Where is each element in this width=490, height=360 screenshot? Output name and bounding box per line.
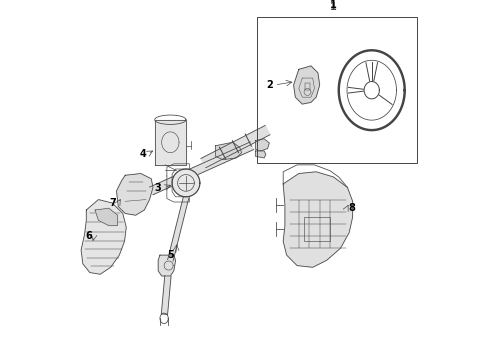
Polygon shape bbox=[117, 174, 153, 215]
Polygon shape bbox=[172, 169, 200, 197]
Text: 6: 6 bbox=[85, 231, 92, 241]
Polygon shape bbox=[294, 66, 319, 104]
Text: 8: 8 bbox=[348, 203, 355, 213]
Polygon shape bbox=[283, 172, 353, 267]
Polygon shape bbox=[81, 199, 126, 274]
Polygon shape bbox=[216, 142, 242, 159]
Text: 1: 1 bbox=[330, 2, 337, 12]
Bar bbox=[257, 17, 417, 163]
Polygon shape bbox=[255, 151, 266, 158]
Text: 1: 1 bbox=[330, 0, 337, 10]
Polygon shape bbox=[201, 126, 270, 168]
Bar bbox=[304, 217, 330, 241]
Text: 2: 2 bbox=[266, 80, 272, 90]
Text: 3: 3 bbox=[155, 183, 162, 193]
Polygon shape bbox=[255, 139, 270, 151]
Text: 7: 7 bbox=[110, 198, 117, 208]
Bar bbox=[305, 83, 310, 90]
Polygon shape bbox=[168, 197, 189, 261]
Polygon shape bbox=[149, 142, 254, 195]
Polygon shape bbox=[158, 255, 175, 276]
Text: 5: 5 bbox=[167, 250, 174, 260]
Polygon shape bbox=[161, 276, 171, 314]
Polygon shape bbox=[95, 208, 118, 226]
Polygon shape bbox=[155, 120, 186, 165]
Text: 4: 4 bbox=[139, 149, 146, 159]
